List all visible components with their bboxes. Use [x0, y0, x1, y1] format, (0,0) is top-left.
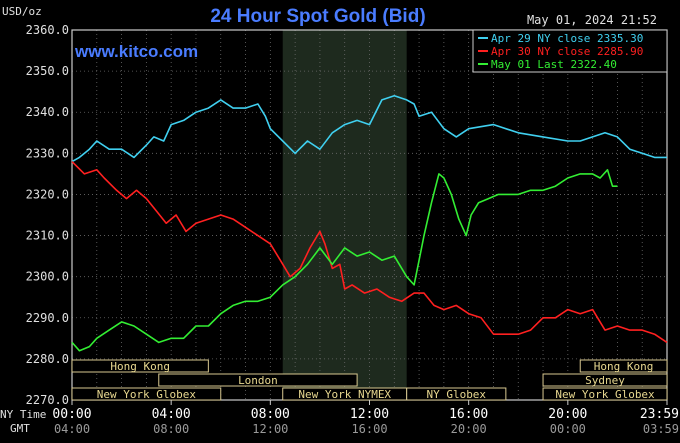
- y-tick-label: 2340.0: [26, 105, 69, 119]
- legend-entry: Apr 29 NY close 2335.30: [491, 32, 643, 45]
- session-box: [158, 373, 358, 387]
- x-tick-label-gmt: 04:00: [54, 422, 90, 436]
- session-label: Hong Kong: [594, 360, 654, 373]
- session-box: [406, 387, 507, 401]
- y-tick-labels: 2360.0 2350.0 2340.0 2330.0 2320.0 2310.0 2300…: [26, 23, 69, 407]
- grid-lines: [72, 30, 667, 400]
- y-tick-label: 2270.0: [26, 393, 69, 407]
- legend-box: [472, 29, 668, 73]
- legend-entry: May 01 Last 2322.40: [491, 58, 617, 71]
- y-tick-label: 2320.0: [26, 187, 69, 201]
- chart-title: 24 Hour Spot Gold (Bid): [210, 6, 425, 27]
- session-label: New York NYMEX: [298, 388, 391, 401]
- ny-time-label: NY Time: [0, 408, 46, 421]
- x-tick-label-gmt: 00:00: [550, 422, 586, 436]
- session-box: [542, 387, 668, 401]
- y-tick-label: 2280.0: [26, 352, 69, 366]
- kitco-watermark: www.kitco.com: [74, 42, 198, 61]
- x-tick-label-ny: 04:00: [152, 407, 191, 422]
- x-tick-label-ny: 16:00: [449, 407, 488, 422]
- series-line: [71, 161, 668, 344]
- y-tick-label: 2310.0: [26, 229, 69, 243]
- series-line: [71, 169, 618, 352]
- x-tick-label-gmt: 08:00: [153, 422, 189, 436]
- x-tick-label-gmt: 12:00: [252, 422, 288, 436]
- session-label: London: [238, 374, 278, 387]
- timestamp: May 01, 2024 21:52: [527, 13, 657, 27]
- x-tick-label-ny: 12:00: [350, 407, 389, 422]
- session-label: NY Globex: [426, 388, 486, 401]
- session-label: New York Globex: [97, 388, 197, 401]
- session-box: [71, 359, 209, 373]
- series-line: [71, 95, 667, 163]
- y-axis-label: USD/oz: [2, 5, 42, 18]
- session-box: [542, 373, 668, 387]
- legend-entry: Apr 30 NY close 2285.90: [491, 45, 643, 58]
- price-lines: [71, 95, 668, 352]
- y-tick-label: 2300.0: [26, 270, 69, 284]
- y-tick-label: 2350.0: [26, 64, 69, 78]
- x-tick-label-gmt: 16:00: [351, 422, 387, 436]
- gmt-label: GMT: [10, 422, 30, 435]
- x-tick-label-ny: 08:00: [251, 407, 290, 422]
- x-axis: NY TimeGMT00:0004:0004:0008:0008:0012:00…: [0, 400, 679, 436]
- x-tick-label-ny: 00:00: [52, 407, 91, 422]
- y-tick-label: 2330.0: [26, 146, 69, 160]
- x-tick-label-ny: 20:00: [548, 407, 587, 422]
- session-box: [579, 359, 668, 373]
- session-label: Sydney: [585, 374, 625, 387]
- y-tick-label: 2290.0: [26, 311, 69, 325]
- x-tick-label-ny: 23:59: [640, 407, 679, 422]
- x-tick-label-gmt: 03:59: [643, 422, 679, 436]
- session-label: New York Globex: [555, 388, 655, 401]
- session-label: Hong Kong: [110, 360, 170, 373]
- y-tick-label: 2360.0: [26, 23, 69, 37]
- session-box: [71, 387, 222, 401]
- x-tick-label-gmt: 20:00: [451, 422, 487, 436]
